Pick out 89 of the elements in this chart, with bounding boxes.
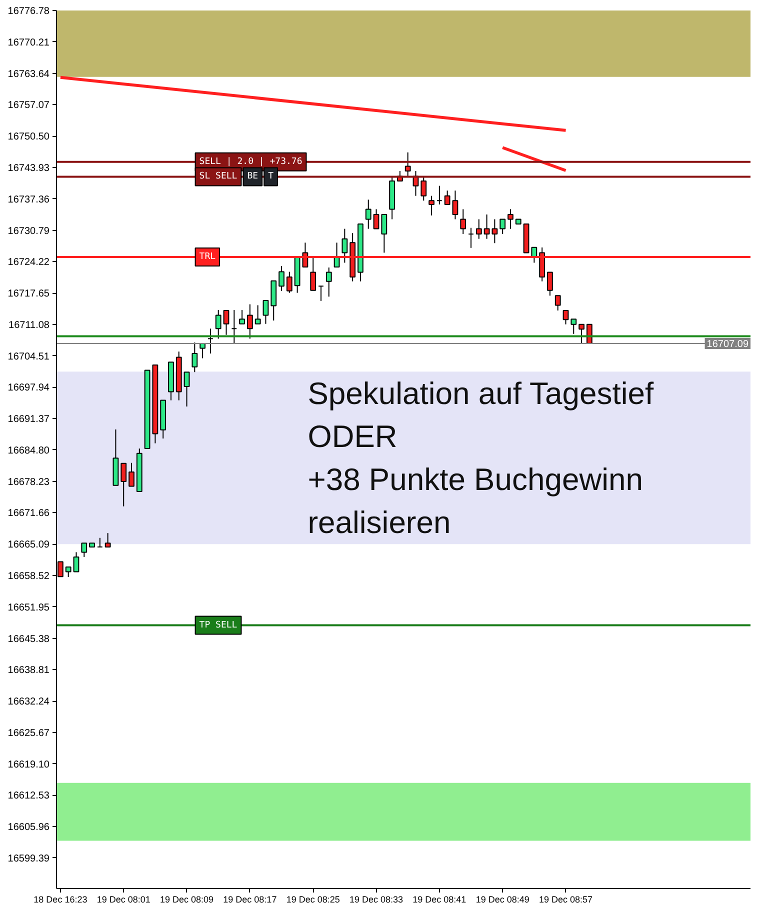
candlestick xyxy=(578,324,584,344)
candlestick xyxy=(428,195,434,216)
x-tick-label: 19 Dec 08:01 xyxy=(96,894,150,904)
candlestick xyxy=(120,462,127,507)
candlestick xyxy=(492,218,498,244)
y-tick-label: 16776.78 xyxy=(8,6,50,18)
x-tick-label: 18 Dec 16:23 xyxy=(34,894,88,904)
candlestick xyxy=(318,286,324,302)
candlestick xyxy=(215,310,222,340)
y-tick-label: 16599.39 xyxy=(8,853,50,864)
y-tick-label: 16750.50 xyxy=(8,132,50,143)
candlestick xyxy=(436,185,442,205)
candlestick xyxy=(104,532,111,548)
candlestick xyxy=(286,271,292,294)
candlestick xyxy=(562,310,569,325)
x-tick-label: 19 Dec 08:41 xyxy=(412,894,466,904)
y-tick-label: 16605.96 xyxy=(8,822,50,834)
ref-line-label: 16707.09 xyxy=(706,339,749,350)
candlestick xyxy=(184,372,190,408)
candlestick xyxy=(476,218,482,240)
candlestick xyxy=(460,208,466,235)
annotation: T xyxy=(268,172,274,182)
y-tick-label: 16711.08 xyxy=(8,320,50,331)
candlestick xyxy=(484,214,490,240)
x-tick-label: 19 Dec 08:57 xyxy=(538,894,593,904)
candlestick xyxy=(373,208,380,230)
ref-line-label: TRL xyxy=(199,252,216,262)
candlestick xyxy=(254,304,261,324)
candlestick xyxy=(326,267,332,298)
candlestick xyxy=(500,218,506,235)
y-tick-label: 16638.81 xyxy=(8,665,50,676)
candlestick xyxy=(554,295,561,311)
candlestick xyxy=(128,462,134,487)
x-tick-label: 19 Dec 08:09 xyxy=(160,894,214,904)
candlestick xyxy=(231,310,238,344)
candlestick xyxy=(444,190,450,205)
candlestick xyxy=(508,208,514,230)
y-tick-label: 16724.22 xyxy=(8,257,50,268)
y-tick-label: 16632.24 xyxy=(8,696,50,708)
candlestick xyxy=(81,542,88,558)
candlestick xyxy=(73,552,80,572)
y-tick-label: 16737.36 xyxy=(8,194,50,206)
candlestick xyxy=(246,304,253,340)
candlestick xyxy=(365,199,372,230)
candlestick xyxy=(65,566,72,578)
y-tick-label: 16651.95 xyxy=(8,602,50,614)
candlestick xyxy=(570,318,577,334)
candlestick xyxy=(452,190,458,220)
band-label: Spekulation auf Tagestief ODER +38 Punkte Buchgewinn realisieren xyxy=(308,376,654,540)
ref-line-label: TP SELL xyxy=(199,620,238,630)
candlestick xyxy=(468,227,474,248)
y-tick-label: 16691.37 xyxy=(8,414,50,426)
y-tick-label: 16678.23 xyxy=(8,476,50,488)
candlestick xyxy=(310,256,316,291)
ref-line-label: SL SELL xyxy=(199,172,238,182)
y-tick-label: 16645.38 xyxy=(8,634,50,645)
candlestick xyxy=(278,266,284,292)
candlestick xyxy=(420,176,427,202)
y-tick-label: 16671.66 xyxy=(8,508,50,520)
x-tick-label: 19 Dec 08:49 xyxy=(476,894,530,904)
y-tick-label: 16684.80 xyxy=(8,445,50,456)
y-tick-label: 16763.64 xyxy=(8,68,50,80)
candlestick xyxy=(381,214,388,254)
candlestick xyxy=(223,310,230,336)
candlestick xyxy=(192,342,198,373)
y-tick-label: 16743.93 xyxy=(8,163,50,174)
annotation: BE xyxy=(247,172,258,182)
x-tick-label: 19 Dec 08:33 xyxy=(349,894,404,904)
candlestick xyxy=(96,537,103,548)
y-tick-label: 16619.10 xyxy=(8,759,50,770)
y-tick-label: 16770.21 xyxy=(8,37,50,48)
ref-line-label: SELL | 2.0 | +73.76 xyxy=(199,156,302,167)
candlestick xyxy=(208,328,214,354)
candlestick xyxy=(262,300,269,324)
y-tick-label: 16612.53 xyxy=(8,790,50,802)
candlestick xyxy=(239,310,245,324)
y-tick-label: 16697.94 xyxy=(8,382,50,394)
y-tick-label: 16658.52 xyxy=(8,571,50,582)
candlestick xyxy=(547,272,553,296)
candlestick xyxy=(342,228,348,264)
y-tick-label: 16717.65 xyxy=(8,288,50,300)
y-tick-label: 16730.79 xyxy=(8,226,50,237)
y-tick-label: 16625.67 xyxy=(8,728,50,739)
candlestick xyxy=(404,152,411,177)
y-tick-label: 16757.07 xyxy=(8,100,50,112)
y-tick-label: 16665.09 xyxy=(8,540,50,551)
x-tick-label: 19 Dec 08:17 xyxy=(223,894,277,904)
x-tick-label: 19 Dec 08:25 xyxy=(286,894,340,904)
y-tick-label: 16704.51 xyxy=(8,351,50,362)
